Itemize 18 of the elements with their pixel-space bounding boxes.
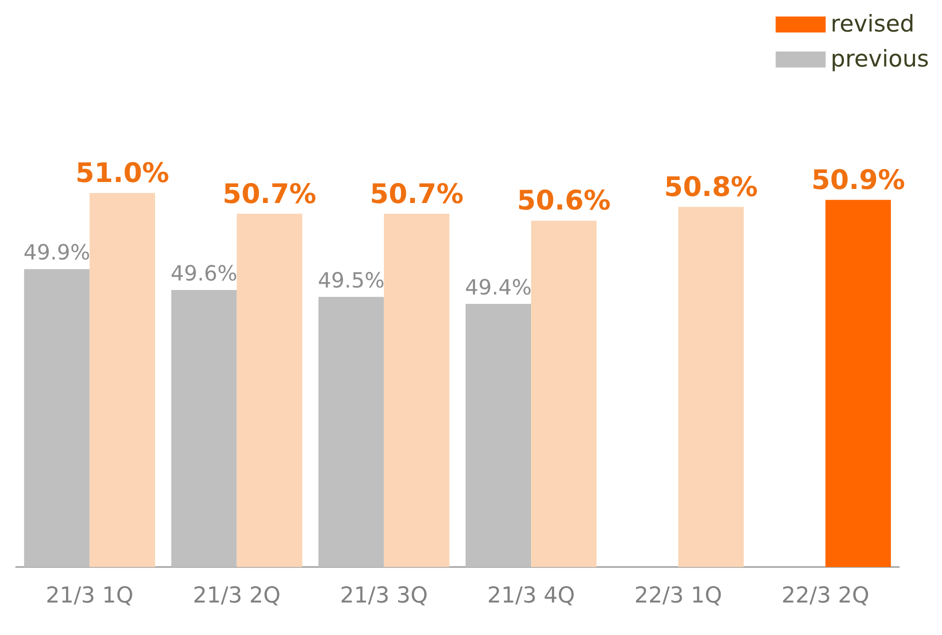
data-label: 49.6% [170,261,238,286]
data-label: 50.6% [516,186,611,217]
data-label: 50.7% [370,178,464,210]
data-label: 49.9% [23,240,90,265]
x-tick-label: 22/3 1Q [634,584,722,608]
x-tick-label: 21/3 1Q [46,584,134,608]
data-label: 50.9% [811,164,905,196]
data-label: 51.0% [75,158,170,189]
legend-label: revised [830,12,915,38]
x-tick-label: 21/3 2Q [192,584,281,608]
data-label: 49.5% [318,268,385,292]
legend-label: previous [830,46,930,72]
x-tick-label: 22/3 2Q [782,584,870,608]
x-tick-label: 21/3 3Q [340,584,428,608]
x-tick-label: 21/3 4Q [487,584,575,608]
data-label: 49.4% [464,275,532,300]
data-label: 50.8% [664,172,758,203]
data-label: 50.7% [222,178,316,210]
